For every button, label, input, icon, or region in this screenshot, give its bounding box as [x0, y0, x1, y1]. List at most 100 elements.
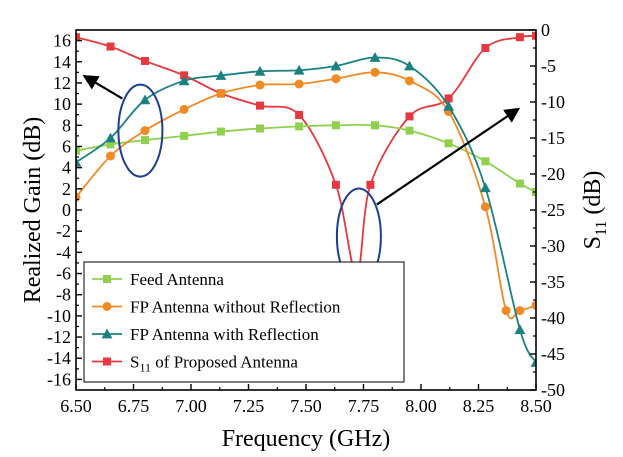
series-feed-antenna: [76, 121, 536, 196]
x-tick-label: 7.50: [290, 396, 322, 416]
left-y-tick-label: -2: [56, 221, 71, 241]
x-tick-label: 6.50: [60, 396, 92, 416]
right-arrow-annotation: [376, 107, 521, 206]
right-y-tick-label: -45: [541, 344, 565, 364]
left-y-tick-label: -16: [47, 369, 71, 389]
series-s11: [76, 31, 536, 279]
series-s11-line: [76, 34, 536, 276]
left-y-tick-label: 4: [62, 158, 71, 178]
legend-swatch-marker: [102, 302, 112, 311]
right-y-tick-label: -5: [541, 56, 556, 76]
left-ellipse-annotation: [117, 83, 164, 178]
series-feed-antenna-point: [141, 136, 149, 145]
legend-label-s11-subscript: 11: [139, 361, 151, 375]
right-y-tick-label: -15: [541, 128, 565, 148]
series-fp-without-reflection-point: [405, 76, 414, 86]
series-feed-antenna-point: [481, 157, 490, 166]
series-fp-without-reflection-point: [216, 89, 226, 99]
series-s11-point: [405, 112, 414, 121]
x-tick-label: 8.50: [520, 396, 552, 416]
series-fp-without-reflection-point: [179, 104, 189, 114]
x-tick-label: 7.00: [175, 396, 207, 416]
right-y-tick-label: -50: [541, 380, 565, 400]
right-y-axis-title-subscript: 11: [593, 221, 610, 236]
series-fp-without-reflection-point: [106, 151, 115, 161]
legend-label-fp-with-reflection: FP Antenna with Reflection: [130, 325, 319, 344]
series-fp-without-reflection-point: [255, 80, 265, 90]
right-y-tick-label: -10: [541, 92, 565, 112]
series-fp-with-reflection-point: [76, 156, 82, 167]
series-fp-without-reflection-point: [501, 306, 511, 316]
left-y-tick-label: 14: [53, 52, 71, 72]
ticks-layer: 6.50 6.75 7.00 7.25 7.50 7.75 8.00 8.25 8.50 1614…: [47, 20, 565, 416]
right-y-axis-title-main: S: [580, 236, 606, 249]
left-y-axis-title: Realized Gain (dB): [20, 117, 46, 304]
right-y-axis-title: S11 (dB): [580, 171, 610, 250]
legend-entries: [92, 275, 122, 366]
x-tick-label: 7.75: [348, 396, 380, 416]
series-fp-with-reflection-point: [105, 132, 116, 143]
series-fp-with-reflection-point: [139, 94, 151, 105]
series-fp-with-reflection-point: [215, 70, 227, 80]
left-arrow-annotation: [82, 75, 123, 100]
series-s11-point: [141, 56, 149, 65]
left-y-tick-label: 16: [53, 31, 71, 51]
left-y-tick-label: -12: [47, 327, 71, 347]
series-s11-point: [331, 180, 340, 189]
x-tick-label: 7.25: [233, 396, 265, 416]
series-fp-without-reflection-point: [531, 300, 536, 310]
legend-label-s11-main: S: [130, 353, 139, 372]
series-fp-without-reflection-point: [294, 79, 304, 89]
left-y-tick-label: 0: [62, 200, 71, 220]
right-y-axis-title-tail: (dB): [580, 171, 606, 221]
series-fp-without-reflection-point: [480, 202, 490, 212]
series-feed-antenna-point: [180, 131, 189, 140]
series-feed-antenna-point: [76, 146, 80, 155]
left-y-tick-label: -4: [56, 242, 71, 262]
series-feed-antenna-point: [444, 139, 453, 148]
left-y-tick-label: -14: [47, 348, 71, 368]
series-fp-without-reflection-point: [370, 67, 380, 77]
legend-swatch-marker: [103, 275, 111, 283]
series-fp-with-reflection-point: [443, 100, 454, 111]
x-tick-label: 8.25: [463, 396, 495, 416]
left-y-tick-label: -6: [56, 264, 71, 284]
right-y-tick-label: -25: [541, 200, 565, 220]
series-feed-antenna-point: [256, 124, 264, 133]
series-fp-with-reflection-point: [254, 65, 266, 76]
annotation-layer: [82, 75, 521, 286]
series-s11-point: [76, 33, 80, 42]
series-s11-point: [256, 101, 264, 110]
series-s11-point: [481, 44, 490, 52]
x-axis-title: Frequency (GHz): [222, 426, 391, 452]
series-fp-with-reflection-point: [404, 60, 415, 71]
legend-label-fp-without-reflection: FP Antenna without Reflection: [130, 298, 341, 317]
right-y-tick-label: -40: [541, 308, 565, 328]
series-feed-antenna-point: [295, 122, 304, 131]
left-y-tick-label: 2: [62, 179, 71, 199]
left-y-tick-label: 10: [53, 94, 71, 114]
series-fp-without-reflection-point: [331, 74, 341, 84]
series-fp-with-reflection-point: [530, 357, 536, 367]
series-fp-with-reflection-point: [514, 324, 526, 335]
series-fp-with-reflection-point: [330, 60, 342, 71]
legend: Feed Antenna FP Antenna without Reflecti…: [83, 261, 405, 383]
series-fp-with-reflection-point: [480, 182, 491, 193]
series-s11-point: [180, 71, 189, 80]
series-s11-point: [295, 110, 304, 119]
series-feed-antenna-point: [216, 127, 225, 136]
series-s11-point: [515, 33, 524, 42]
left-y-tick-label: -10: [47, 306, 71, 326]
series-s11-point: [532, 31, 536, 40]
series-fp-without-reflection-point: [140, 126, 150, 136]
legend-label-s11-tail: of Proposed Antenna: [151, 353, 298, 372]
series-feed-antenna-point: [405, 126, 414, 135]
legend-swatch-marker: [103, 357, 111, 366]
series-s11-point: [106, 42, 115, 51]
series-fp-with-reflection-point: [369, 52, 381, 62]
right-y-tick-label: -20: [541, 164, 565, 184]
series-s11-point: [444, 94, 453, 103]
series-fp-with-reflection-point: [178, 75, 190, 86]
right-y-tick-label: -35: [541, 272, 565, 292]
series-feed-antenna-point: [331, 121, 340, 130]
